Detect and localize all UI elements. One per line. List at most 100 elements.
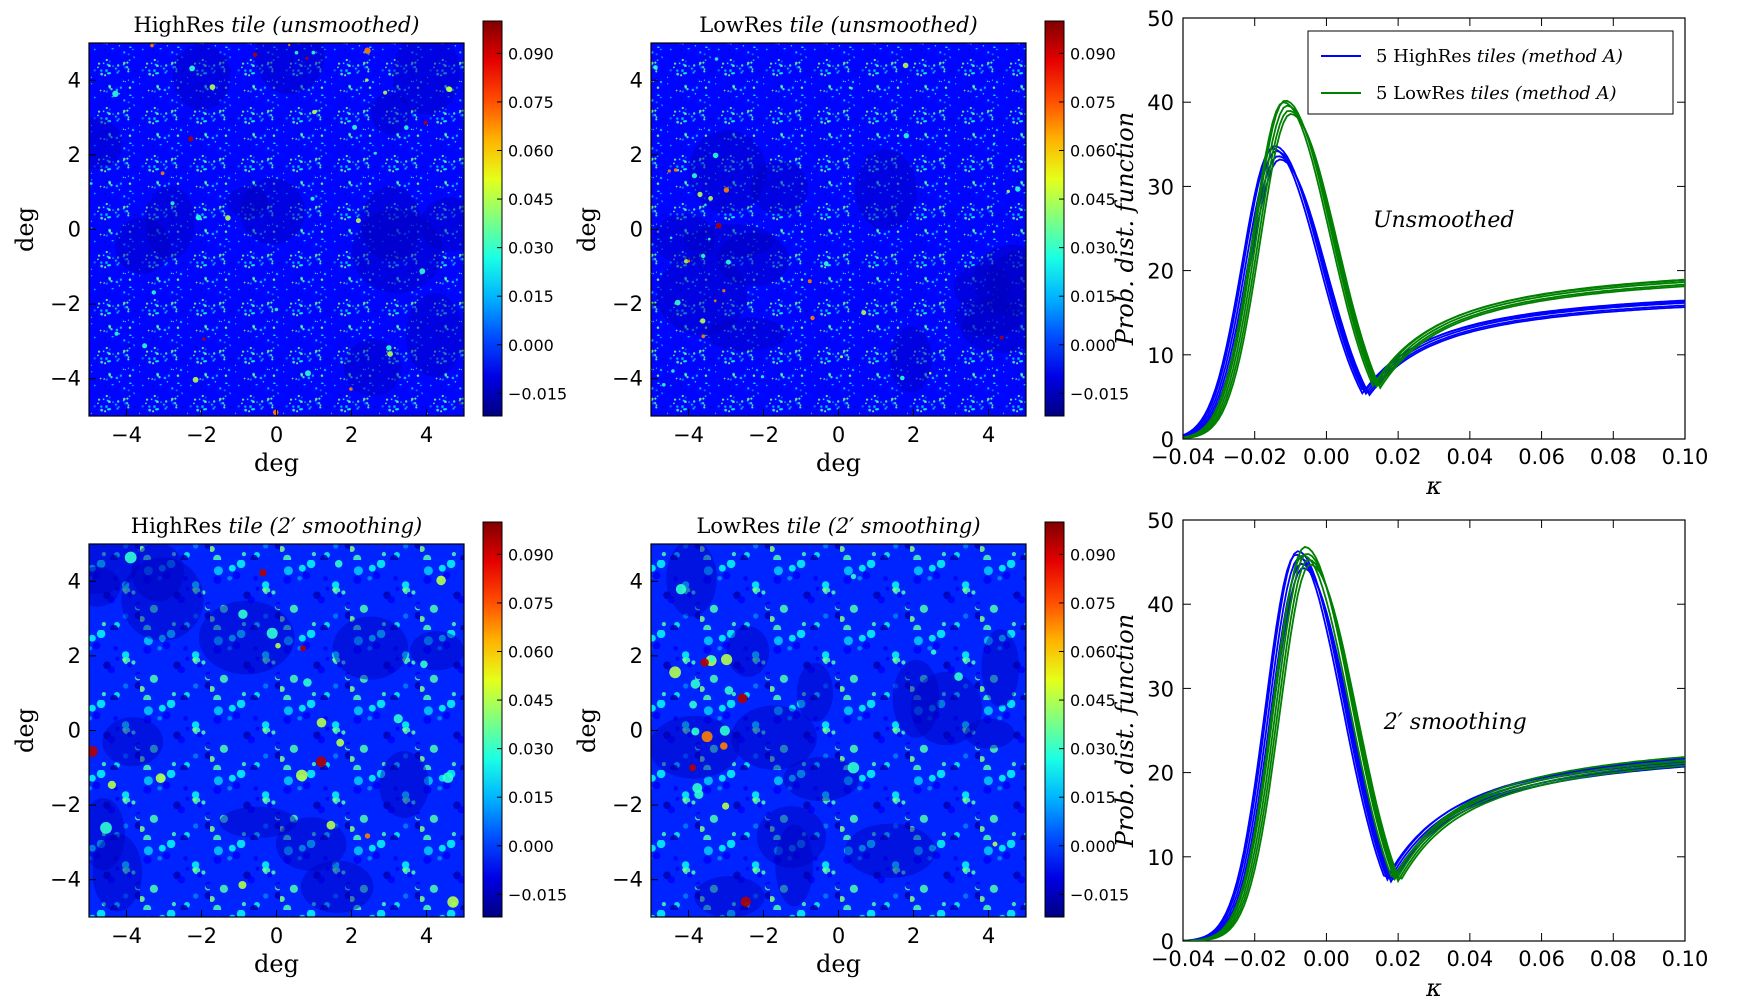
panel-title-italic: tile (2′ smoothing) — [228, 514, 422, 538]
heatmap-hotspot — [89, 746, 98, 757]
y-tick-label: 20 — [1147, 260, 1174, 284]
series-group — [1183, 99, 1685, 439]
colorbar — [1044, 521, 1065, 918]
heatmap-hotspot — [192, 376, 199, 383]
heatmap-hotspot — [259, 569, 267, 577]
colorbar — [482, 20, 503, 417]
heatmap-structure — [89, 43, 464, 416]
heatmap-void — [343, 339, 402, 397]
colorbar-tick-label: 0.090 — [1070, 44, 1116, 63]
heatmap-hotspot — [107, 780, 116, 790]
heatmap-hotspot — [725, 259, 731, 265]
heatmap-void — [240, 178, 305, 245]
heatmap-hotspot — [737, 693, 748, 704]
heatmap-hotspot — [992, 841, 998, 847]
y-tick-label: −4 — [50, 868, 81, 892]
heatmap-void — [775, 824, 814, 907]
heatmap-hotspot — [861, 310, 867, 316]
x-tick-label: 0.08 — [1590, 445, 1637, 469]
heatmap-hotspot — [714, 57, 719, 61]
heatmap-hotspot — [300, 645, 306, 652]
heatmap-void — [694, 875, 765, 917]
heatmap-void — [892, 659, 940, 738]
heatmap-hotspot — [373, 151, 377, 155]
heatmap-void — [844, 823, 936, 879]
panel-title: LowRes tile (unsmoothed) — [699, 13, 978, 37]
heatmap-hotspot — [458, 402, 462, 405]
heatmap-hotspot — [697, 191, 703, 197]
panel-title-plain: HighRes — [131, 514, 229, 538]
legend: 5 HighRes tiles (method A)5 LowRes tiles… — [1307, 30, 1674, 115]
colorbar — [482, 521, 503, 918]
heatmap-hotspot — [423, 120, 428, 125]
y-tick-label: 40 — [1147, 593, 1174, 617]
colorbar-tick-label: 0.000 — [1070, 837, 1116, 856]
heatmap-void — [717, 232, 790, 287]
x-tick-label: −4 — [111, 924, 142, 948]
colorbar-tick-label: 0.060 — [1070, 142, 1116, 161]
x-tick-label: 0.04 — [1446, 445, 1493, 469]
heatmap-hotspot — [691, 727, 700, 736]
y-tick-label: 2 — [68, 644, 81, 668]
x-tick-label: 4 — [420, 924, 433, 948]
heatmap-void — [855, 149, 917, 230]
heatmap-hotspot — [928, 371, 932, 375]
heatmap-void — [987, 251, 1026, 310]
heatmap-void — [392, 43, 461, 115]
heatmap-hotspot — [708, 655, 716, 663]
heatmap-hotspot — [684, 259, 689, 264]
colorbar-tick-label: −0.015 — [508, 885, 567, 904]
heatmap-void — [405, 293, 464, 377]
heatmap-hotspot — [954, 672, 963, 681]
x-tick-label: −4 — [673, 423, 704, 447]
heatmap-hotspot — [160, 171, 165, 176]
colorbar-tick-label: 0.060 — [1070, 643, 1116, 662]
heatmap-void — [960, 304, 1026, 353]
heatmap-hotspot — [847, 762, 860, 774]
x-tick-label: 0.00 — [1303, 947, 1350, 971]
y-tick-label: −2 — [50, 793, 81, 817]
heatmap-void — [420, 197, 464, 252]
y-tick-label: −4 — [612, 367, 643, 391]
colorbar-tick-label: 0.030 — [508, 740, 554, 759]
heatmap-hotspot — [100, 822, 112, 834]
heatmap-hotspot — [404, 125, 409, 130]
heatmap-structure — [653, 57, 1026, 393]
heatmap-void — [731, 705, 817, 770]
x-axis-label: κ — [1425, 974, 1442, 1000]
heatmap-void — [726, 626, 770, 677]
colorbar-tick-label: −0.015 — [1070, 384, 1129, 403]
heatmap-hotspot — [1015, 186, 1021, 192]
heatmap-hotspot — [760, 375, 765, 379]
heatmap-hotspot — [386, 345, 392, 351]
heatmap-hotspot — [694, 789, 704, 800]
colorbar-tick-label: 0.060 — [508, 142, 554, 161]
colorbar-tick-label: 0.030 — [508, 239, 554, 258]
heatmap-void — [964, 718, 1015, 749]
pdf-panel: −0.04 −0.02 0.00 0.02 0.04 0.06 0.08 0.10 0 10 20 3… — [1111, 7, 1708, 500]
x-tick-label: 0.06 — [1518, 445, 1565, 469]
panel-title: HighRes tile (2′ smoothing) — [131, 514, 423, 538]
heatmap-hotspot — [170, 201, 175, 206]
heatmap-void — [254, 43, 325, 95]
heatmap-hotspot — [155, 773, 166, 784]
heatmap-void — [370, 92, 411, 135]
colorbar-tick-label: 0.045 — [508, 691, 554, 710]
colorbar-tick-label: 0.075 — [1070, 594, 1116, 613]
heatmap-hotspot — [349, 387, 353, 391]
heatmap-hotspot — [930, 649, 937, 655]
heatmap-hotspot — [312, 109, 317, 115]
heatmap-hotspot — [274, 307, 279, 312]
heatmap-hotspot — [225, 215, 231, 221]
heatmap-hotspot — [700, 318, 706, 324]
heatmap-image — [651, 43, 1026, 416]
heatmap-void — [651, 715, 740, 779]
y-tick-label: 0 — [1161, 930, 1174, 954]
x-tick-label: −0.02 — [1223, 947, 1287, 971]
heatmap-hotspot — [674, 299, 681, 306]
series-line — [1183, 554, 1685, 941]
heatmap-hotspot — [252, 52, 258, 57]
series-line — [1183, 113, 1685, 439]
heatmap-hotspot — [902, 62, 909, 69]
x-tick-label: 4 — [982, 423, 995, 447]
